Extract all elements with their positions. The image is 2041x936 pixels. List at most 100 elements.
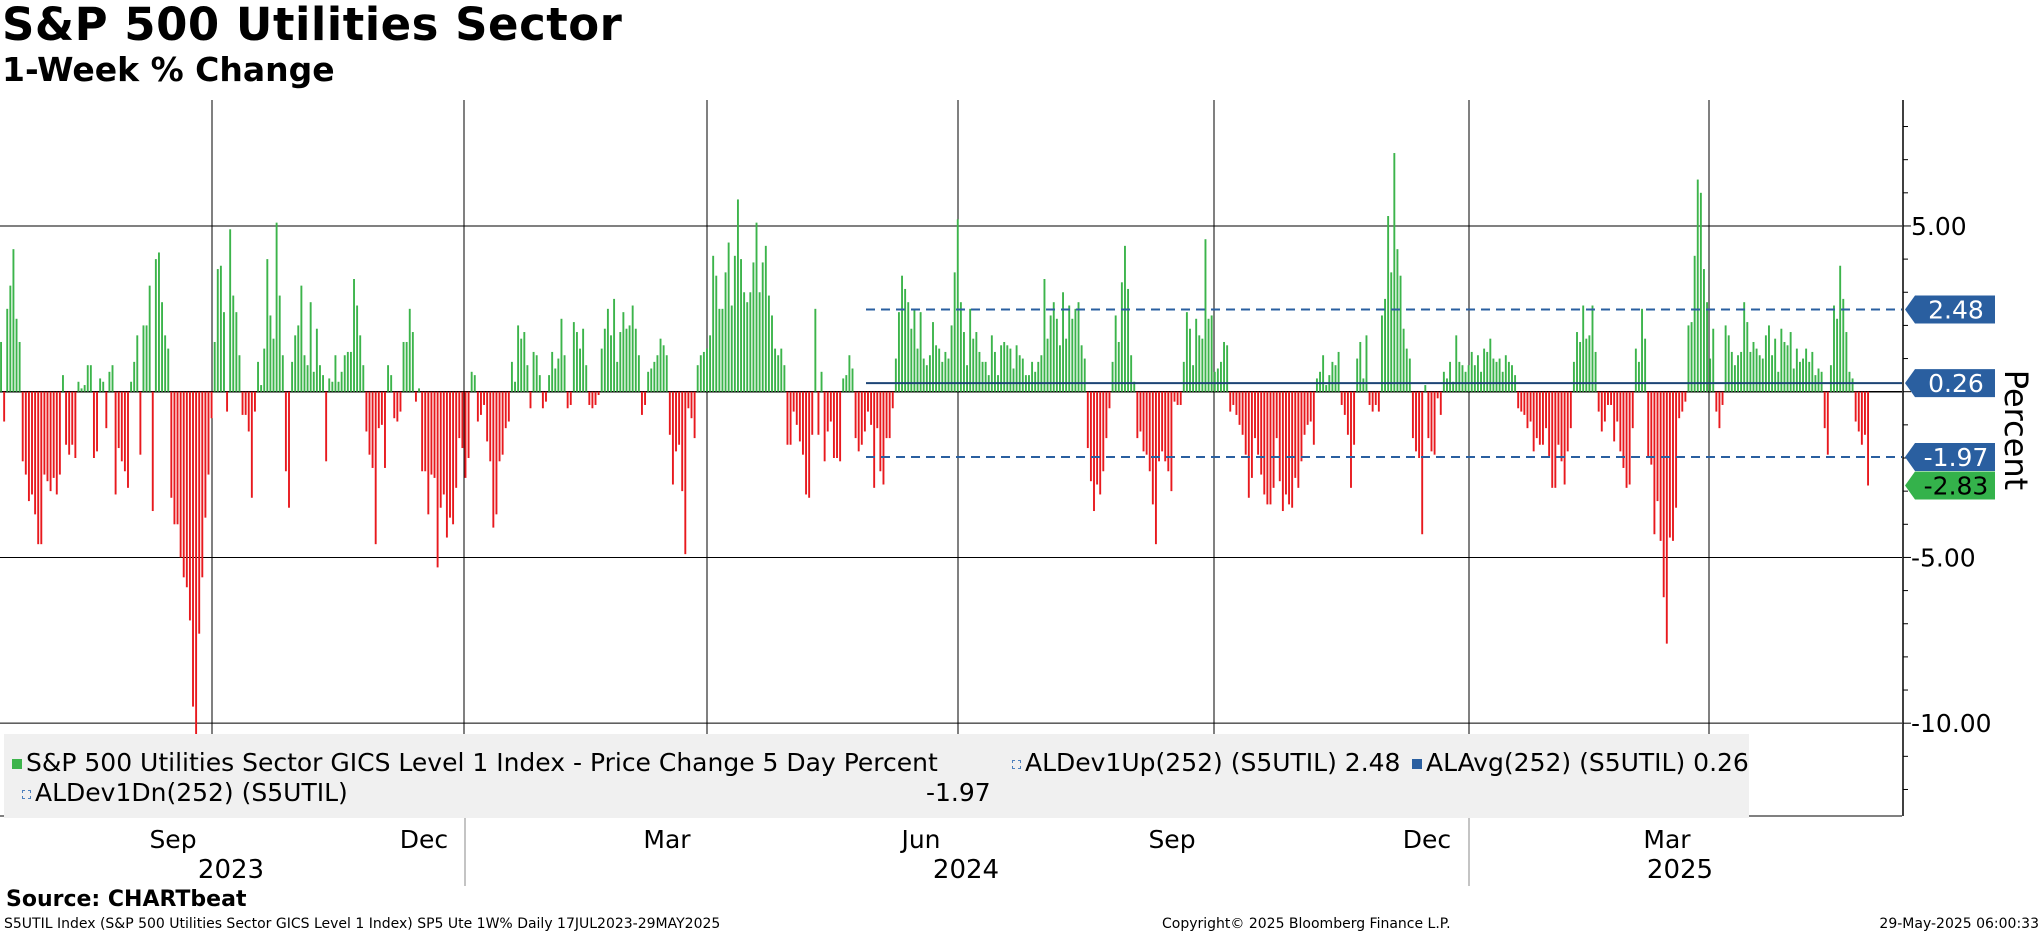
source-label: Source: CHARTbeat bbox=[6, 887, 247, 912]
bar bbox=[288, 391, 290, 508]
x-year-label: 2023 bbox=[198, 855, 264, 885]
bar bbox=[498, 391, 501, 462]
bar bbox=[1185, 312, 1188, 392]
bar bbox=[656, 355, 659, 392]
bar bbox=[972, 338, 975, 392]
bar bbox=[510, 361, 513, 392]
legend-item-dev-up[interactable]: ALDev1Up(252) (S5UTIL) 2.48 bbox=[1012, 748, 1400, 777]
bar bbox=[356, 305, 359, 392]
bar bbox=[538, 375, 541, 392]
bar bbox=[1322, 355, 1325, 392]
bar bbox=[1439, 391, 1442, 415]
bar bbox=[108, 371, 111, 392]
bar bbox=[1829, 365, 1832, 392]
bar bbox=[842, 378, 845, 392]
bar bbox=[1737, 355, 1739, 392]
bar bbox=[1065, 338, 1068, 392]
bar bbox=[1709, 358, 1712, 392]
bar bbox=[767, 295, 770, 392]
bar bbox=[1430, 391, 1433, 452]
bar bbox=[1201, 338, 1204, 392]
bar bbox=[1241, 391, 1244, 435]
bar bbox=[1538, 391, 1541, 445]
bar bbox=[1597, 391, 1600, 412]
bar bbox=[49, 391, 52, 492]
bar bbox=[517, 325, 520, 392]
bar bbox=[916, 348, 919, 392]
bar bbox=[402, 341, 405, 392]
bar bbox=[1746, 322, 1749, 392]
bar bbox=[606, 308, 609, 392]
bar bbox=[486, 391, 489, 442]
bar bbox=[1232, 391, 1235, 405]
bar bbox=[1591, 305, 1594, 392]
bar bbox=[346, 351, 349, 392]
footer-copyright: Copyright© 2025 Bloomberg Finance L.P. bbox=[1162, 916, 1451, 932]
bar bbox=[1864, 391, 1866, 435]
bar bbox=[142, 325, 145, 392]
bar bbox=[1154, 391, 1157, 545]
bar bbox=[523, 332, 526, 392]
bar bbox=[1805, 348, 1808, 392]
badge-latest-label: -2.83 bbox=[1924, 472, 1989, 501]
x-year-label: 2024 bbox=[933, 855, 999, 885]
bar bbox=[1749, 351, 1752, 392]
bar bbox=[1768, 325, 1770, 392]
bar bbox=[935, 345, 938, 392]
bar bbox=[1833, 305, 1835, 392]
badge-dev-down-label: -1.97 bbox=[1924, 443, 1989, 472]
bar bbox=[1572, 361, 1575, 392]
bar bbox=[857, 391, 860, 452]
bar bbox=[1724, 325, 1727, 392]
bar bbox=[1576, 332, 1578, 392]
bar bbox=[594, 391, 597, 405]
bar bbox=[210, 391, 213, 419]
chart-subtitle: 1-Week % Change bbox=[2, 50, 335, 89]
bar bbox=[489, 391, 492, 462]
bar bbox=[1699, 192, 1702, 392]
bar bbox=[681, 391, 684, 492]
bar bbox=[1111, 361, 1114, 392]
footer-timestamp: 29-May-2025 06:00:33 bbox=[1879, 916, 2039, 932]
bar bbox=[133, 361, 136, 392]
bar bbox=[418, 388, 420, 392]
bar bbox=[671, 391, 674, 485]
legend-item-avg[interactable]: ALAvg(252) (S5UTIL) 0.26 bbox=[1412, 748, 1749, 777]
bar bbox=[442, 391, 445, 495]
bar bbox=[625, 328, 628, 392]
y-tick-label: 5.00 bbox=[1911, 212, 1967, 241]
bar bbox=[938, 348, 941, 392]
bar bbox=[371, 391, 374, 468]
bar bbox=[1588, 335, 1591, 392]
bar bbox=[250, 391, 253, 498]
bar bbox=[62, 375, 64, 392]
bar bbox=[195, 391, 198, 757]
bar bbox=[1712, 328, 1715, 392]
bar bbox=[1848, 371, 1851, 392]
bar bbox=[247, 391, 250, 432]
legend-item-dev-down[interactable]: ALDev1Dn(252) (S5UTIL) bbox=[22, 778, 348, 807]
bar bbox=[1681, 391, 1684, 412]
bar bbox=[1179, 391, 1182, 405]
bar bbox=[65, 391, 68, 445]
bar bbox=[1811, 351, 1814, 392]
bar bbox=[1634, 348, 1637, 392]
legend-item-series[interactable]: S&P 500 Utilities Sector GICS Level 1 In… bbox=[12, 748, 938, 777]
bar bbox=[795, 391, 798, 425]
bar bbox=[1792, 368, 1795, 392]
bar bbox=[826, 391, 829, 432]
bar bbox=[947, 358, 950, 392]
bar bbox=[253, 391, 256, 412]
bar bbox=[1603, 391, 1606, 422]
bar bbox=[879, 391, 882, 472]
bar bbox=[96, 391, 98, 452]
bar bbox=[1359, 341, 1362, 392]
bar bbox=[1151, 391, 1154, 505]
bar bbox=[1551, 391, 1554, 488]
bar bbox=[1532, 391, 1535, 452]
bar bbox=[480, 391, 482, 415]
bar bbox=[1309, 391, 1312, 422]
bar bbox=[1331, 361, 1334, 392]
bar bbox=[1455, 335, 1458, 392]
bar bbox=[944, 351, 947, 392]
